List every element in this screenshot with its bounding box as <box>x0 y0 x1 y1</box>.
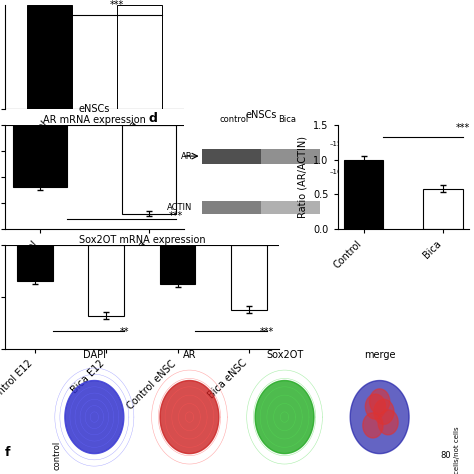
Text: f: f <box>5 446 10 458</box>
Bar <box>160 245 195 284</box>
Text: merge: merge <box>364 350 395 360</box>
Bar <box>89 245 124 316</box>
Text: ***: *** <box>169 211 183 221</box>
Text: control: control <box>53 440 61 470</box>
Text: ***: *** <box>259 327 273 337</box>
Title: AR mRNA expression: AR mRNA expression <box>43 115 146 125</box>
Polygon shape <box>350 381 409 454</box>
Polygon shape <box>255 381 314 454</box>
Text: Sox2OT: Sox2OT <box>266 350 303 360</box>
Text: eNSCs: eNSCs <box>79 104 110 114</box>
Polygon shape <box>65 381 124 454</box>
Text: 80: 80 <box>440 451 451 460</box>
Text: –150: –150 <box>329 141 346 146</box>
Bar <box>17 245 53 282</box>
Text: control: control <box>220 115 249 124</box>
Text: ***: *** <box>456 123 470 133</box>
FancyBboxPatch shape <box>201 201 261 213</box>
Text: eNSCs: eNSCs <box>245 109 276 119</box>
Text: –100: –100 <box>329 169 346 175</box>
FancyBboxPatch shape <box>201 201 320 213</box>
Text: Bica: Bica <box>278 115 296 124</box>
Text: ACTIN: ACTIN <box>167 203 192 212</box>
Polygon shape <box>378 410 398 435</box>
Bar <box>27 5 72 135</box>
Polygon shape <box>365 394 385 419</box>
Polygon shape <box>160 381 219 454</box>
Y-axis label: Ratio (AR/ACTIN): Ratio (AR/ACTIN) <box>298 136 308 218</box>
Text: DAPI: DAPI <box>83 350 106 360</box>
Polygon shape <box>374 399 394 424</box>
Bar <box>117 5 162 135</box>
Title: Sox2OT mRNA expression: Sox2OT mRNA expression <box>79 235 205 245</box>
Text: cells/not cells: cells/not cells <box>454 427 460 474</box>
Text: AR: AR <box>182 350 196 360</box>
FancyBboxPatch shape <box>201 149 320 164</box>
Bar <box>344 160 383 229</box>
Text: d: d <box>149 112 158 125</box>
FancyBboxPatch shape <box>201 149 261 164</box>
Text: ***: *** <box>109 0 124 10</box>
Bar <box>231 245 266 310</box>
Bar <box>423 189 463 229</box>
Bar <box>13 125 67 187</box>
Text: AR: AR <box>181 152 192 161</box>
Text: **: ** <box>119 327 129 337</box>
Bar <box>121 125 176 213</box>
Polygon shape <box>363 413 383 438</box>
Polygon shape <box>370 389 390 414</box>
